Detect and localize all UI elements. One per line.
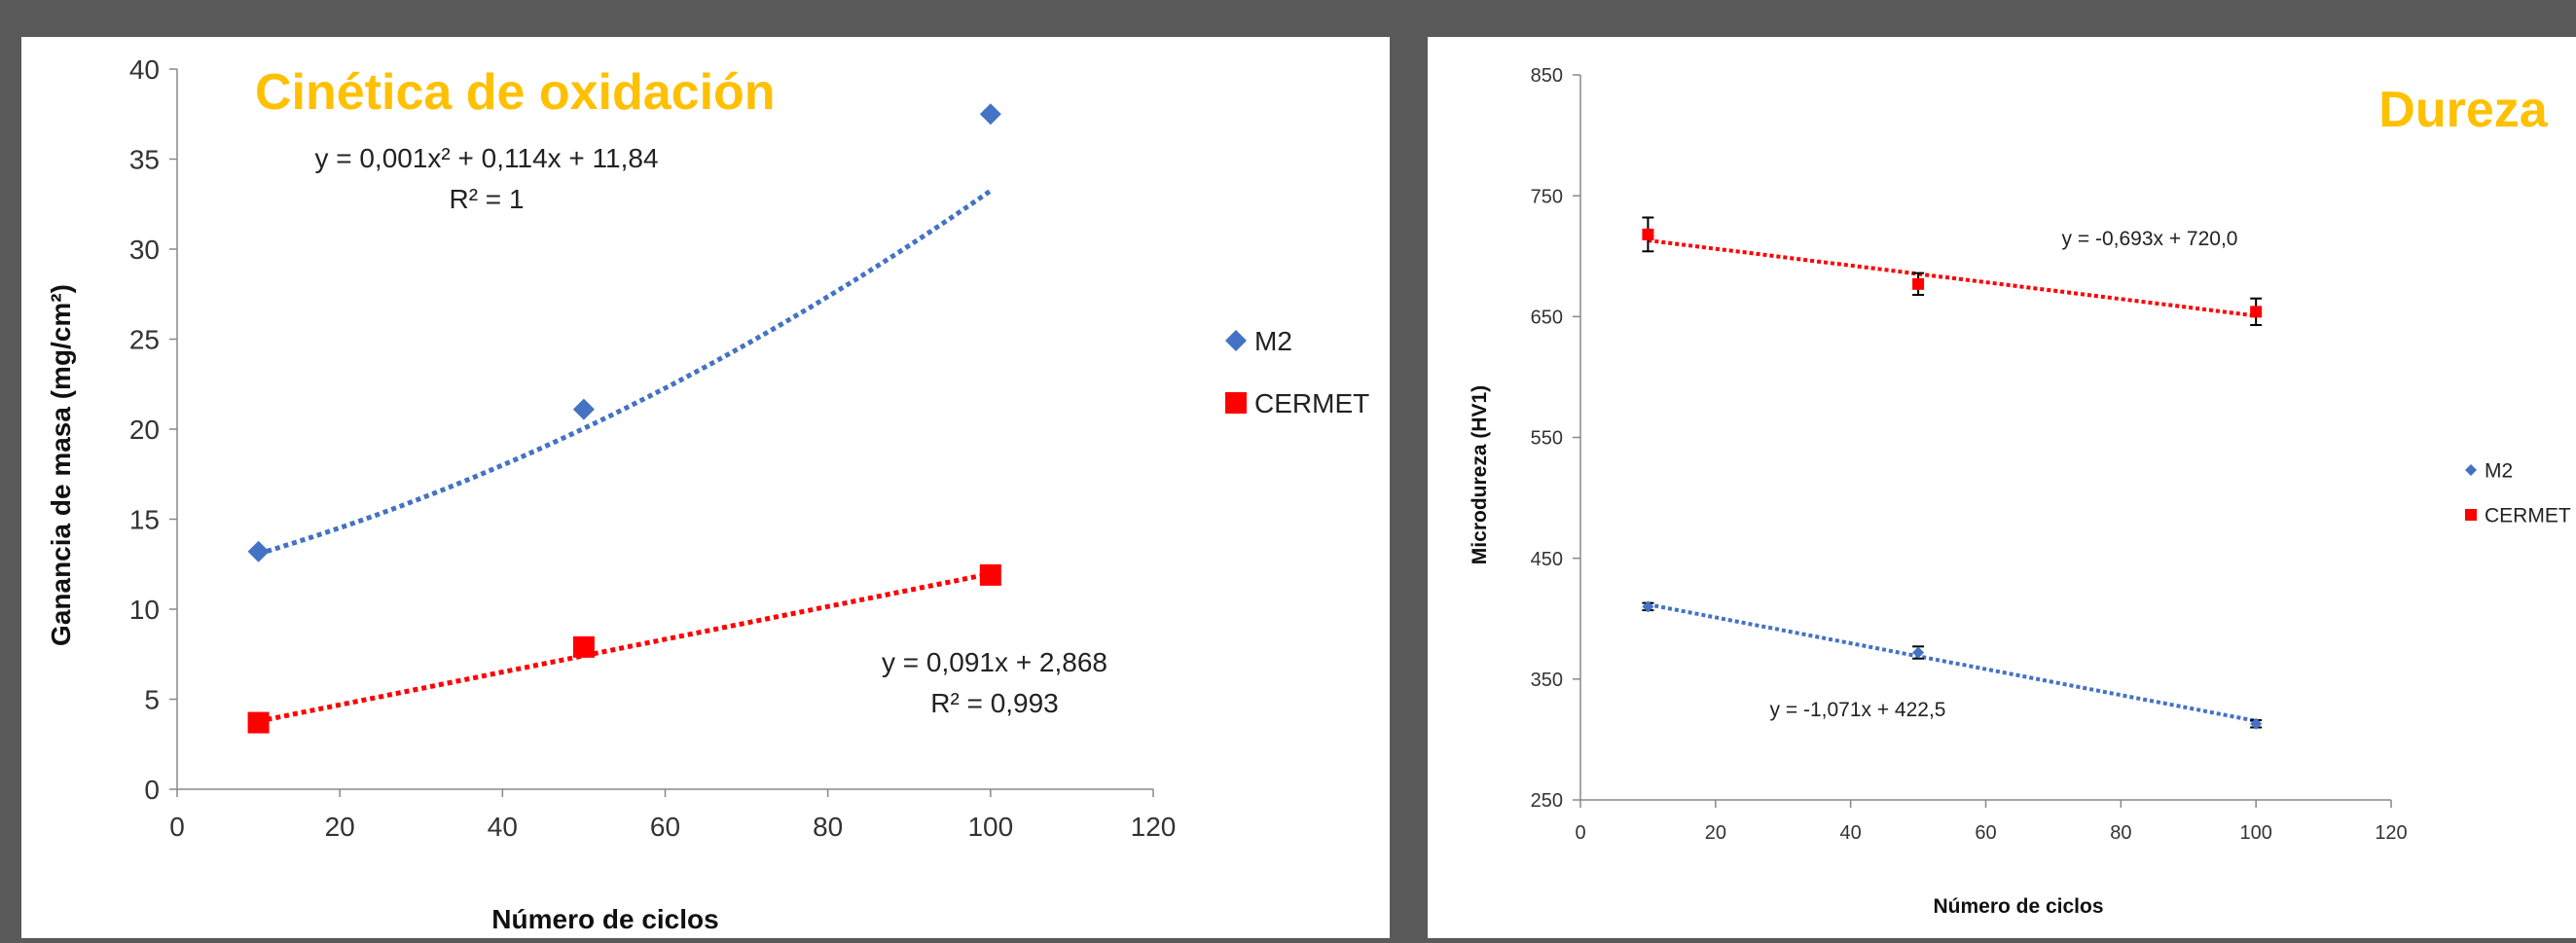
y-tick-label: 850 [1531,65,1563,87]
y-tick-label: 250 [1531,790,1563,812]
cermet-data-point [1912,277,1925,290]
y-tick-label: 550 [1531,428,1563,450]
m2-data-point [1642,600,1654,613]
x-tick-label: 0 [169,812,185,842]
m2-r2: R² = 1 [449,184,524,214]
hardness-chart-panel: Dureza Número de ciclos Microdureza (HV1… [1428,37,2576,938]
x-tick-label: 60 [1975,822,1996,844]
x-tick-label: 80 [2110,822,2131,844]
legend-marker-m2 [1225,330,1247,351]
x-axis-label: Número de ciclos [1933,895,2103,918]
oxidation-chart: Cinética de oxidación Número de ciclos G… [46,54,1369,934]
y-tick-label: 5 [144,685,160,715]
x-tick-label: 100 [2239,822,2271,844]
m2-data-point [247,540,270,562]
m2-trendline [257,189,993,557]
y-tick-label: 10 [129,595,160,625]
x-tick-label: 120 [1131,812,1177,842]
y-axis-label: Ganancia de masa (mg/cm²) [46,284,76,646]
oxidation-chart-panel: Cinética de oxidación Número de ciclos G… [21,37,1390,938]
legend-label-m2: M2 [2485,460,2513,483]
cermet-equation: y = -0,693x + 720,0 [2062,228,2238,250]
y-tick-label: 0 [144,775,160,805]
x-axis-label: Número de ciclos [491,904,718,934]
x-tick-label: 20 [325,812,355,842]
legend-marker-cermet [2465,509,2477,521]
chart-title: Dureza [2378,82,2548,138]
y-tick-label: 40 [129,54,160,85]
y-tick-label: 750 [1531,186,1563,207]
y-tick-label: 30 [129,235,160,265]
x-tick-label: 100 [967,812,1013,842]
x-tick-label: 0 [1575,822,1585,844]
m2-data-point [572,398,595,420]
legend-label-cermet: CERMET [1254,388,1369,418]
m2-data-point [1912,646,1925,659]
y-tick-label: 450 [1531,549,1563,570]
y-tick-label: 350 [1531,670,1563,691]
cermet-data-point [979,563,1001,586]
m2-trendline [1648,602,2257,723]
x-tick-label: 40 [488,812,518,842]
cermet-data-point [2250,306,2263,318]
cermet-data-point [247,711,270,734]
m2-data-point [979,103,1001,126]
hardness-chart: Dureza Número de ciclos Microdureza (HV1… [1469,65,2571,918]
m2-equation: y = 0,001x² + 0,114x + 11,84 [314,143,658,173]
m2-equation: y = -1,071x + 422,5 [1770,699,1946,721]
cermet-data-point [1642,228,1654,240]
x-tick-label: 20 [1705,822,1726,844]
legend-label-m2: M2 [1254,326,1292,356]
y-axis-label: Microdureza (HV1) [1469,385,1491,564]
y-tick-label: 35 [129,145,160,175]
m2-data-point [2250,717,2263,730]
x-tick-label: 80 [813,812,843,842]
chart-title: Cinética de oxidación [255,64,776,121]
cermet-r2: R² = 0,993 [930,688,1059,718]
cermet-trendline [1648,238,2257,318]
y-tick-label: 25 [129,325,160,355]
y-tick-label: 15 [129,505,160,535]
cermet-trendline [258,571,992,724]
legend-marker-m2 [2465,464,2477,476]
legend-marker-cermet [1225,392,1247,414]
legend-label-cermet: CERMET [2485,505,2571,527]
x-tick-label: 40 [1840,822,1862,844]
x-tick-label: 120 [2375,822,2407,844]
cermet-equation: y = 0,091x + 2,868 [882,647,1107,677]
y-tick-label: 20 [129,415,160,445]
cermet-data-point [572,635,595,658]
x-tick-label: 60 [650,812,680,842]
y-tick-label: 650 [1531,308,1563,329]
